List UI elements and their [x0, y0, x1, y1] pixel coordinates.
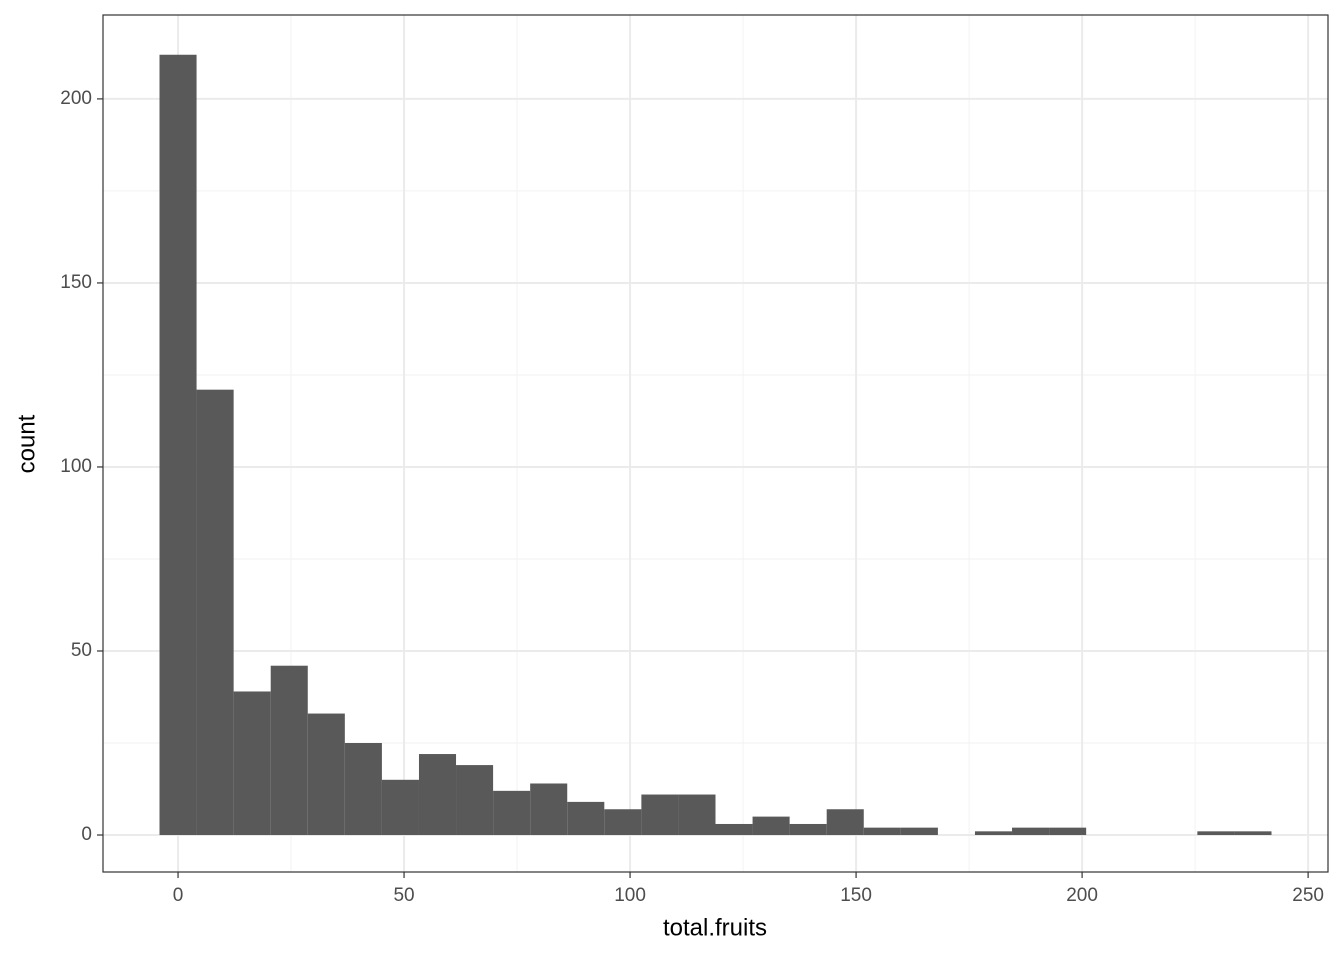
- bar: [715, 823, 753, 836]
- bar: [381, 779, 419, 836]
- bar: [1049, 827, 1087, 836]
- bar: [493, 790, 531, 836]
- y-axis-title: count: [13, 414, 40, 473]
- bar: [567, 801, 605, 836]
- y-tick-label: 50: [71, 640, 92, 661]
- bar: [974, 831, 1013, 836]
- y-tick-label: 100: [60, 456, 92, 477]
- bar: [159, 54, 197, 836]
- x-axis-title: total.fruits: [663, 914, 767, 941]
- bar: [826, 809, 864, 836]
- bar: [752, 816, 790, 836]
- bar: [530, 783, 568, 836]
- x-tick-label: 50: [393, 885, 414, 906]
- y-tick-label: 0: [81, 824, 92, 845]
- bar: [270, 665, 308, 836]
- x-tick-label: 100: [614, 885, 646, 906]
- bar: [641, 794, 679, 836]
- bar: [1197, 831, 1235, 836]
- bar: [307, 713, 345, 836]
- panel-border: [102, 14, 1329, 873]
- x-tick-label: 0: [173, 885, 184, 906]
- bar: [1012, 827, 1050, 836]
- bar: [418, 754, 457, 836]
- bar: [456, 765, 494, 836]
- x-tick-label: 200: [1066, 885, 1098, 906]
- bar: [863, 827, 901, 836]
- bar: [1234, 831, 1272, 836]
- bar: [900, 827, 938, 836]
- x-tick-label: 150: [840, 885, 872, 906]
- x-tick-label: 250: [1292, 885, 1324, 906]
- y-tick-label: 150: [60, 272, 92, 293]
- bar: [604, 809, 642, 836]
- bar: [233, 691, 271, 836]
- bar: [789, 823, 827, 836]
- y-tick-label: 200: [60, 88, 92, 109]
- bar: [196, 389, 234, 836]
- bar: [678, 794, 716, 836]
- bar: [344, 742, 382, 836]
